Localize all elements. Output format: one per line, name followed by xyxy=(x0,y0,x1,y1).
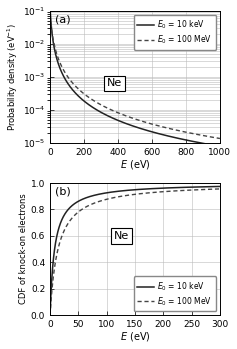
Text: (a): (a) xyxy=(55,15,71,25)
Y-axis label: CDF of knock-on electrons: CDF of knock-on electrons xyxy=(19,194,28,304)
Text: Ne: Ne xyxy=(107,79,122,88)
Legend: $E_0$ = 10 keV, $E_0$ = 100 MeV: $E_0$ = 10 keV, $E_0$ = 100 MeV xyxy=(133,15,216,50)
Legend: $E_0$ = 10 keV, $E_0$ = 100 MeV: $E_0$ = 10 keV, $E_0$ = 100 MeV xyxy=(133,276,216,311)
X-axis label: $E$ (eV): $E$ (eV) xyxy=(120,158,150,171)
Y-axis label: Probability density (eV$^{-1}$): Probability density (eV$^{-1}$) xyxy=(5,23,20,131)
X-axis label: $E$ (eV): $E$ (eV) xyxy=(120,331,150,343)
Text: (b): (b) xyxy=(55,187,71,197)
Text: Ne: Ne xyxy=(114,231,129,241)
